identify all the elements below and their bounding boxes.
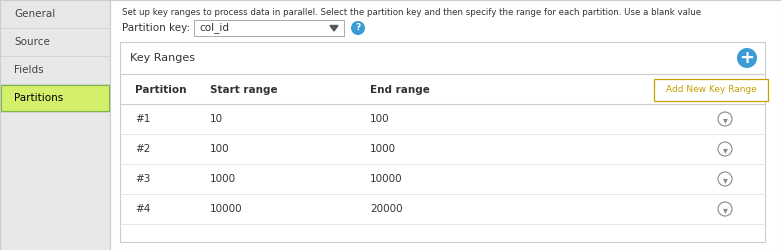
Text: Add New Key Range: Add New Key Range <box>665 86 757 94</box>
Text: #4: #4 <box>135 204 151 214</box>
Text: Start range: Start range <box>210 85 277 95</box>
Text: Source: Source <box>14 37 50 47</box>
Bar <box>194 20 344 36</box>
Text: End range: End range <box>370 85 430 95</box>
Text: Key Ranges: Key Ranges <box>130 53 195 63</box>
Text: 1000: 1000 <box>210 174 236 184</box>
Polygon shape <box>330 26 338 31</box>
Bar <box>1 85 109 111</box>
Text: ▾: ▾ <box>722 175 727 185</box>
Text: Partition: Partition <box>135 85 187 95</box>
Bar <box>120 42 765 242</box>
Text: Partition key:: Partition key: <box>122 23 190 33</box>
Bar <box>110 0 781 250</box>
Text: #2: #2 <box>135 144 151 154</box>
Text: ?: ? <box>355 24 361 32</box>
Circle shape <box>737 48 757 68</box>
Text: 100: 100 <box>370 114 390 124</box>
Text: col_id: col_id <box>199 22 229 34</box>
Text: 20000: 20000 <box>370 204 403 214</box>
Text: 1000: 1000 <box>370 144 396 154</box>
Text: Set up key ranges to process data in parallel. Select the partition key and then: Set up key ranges to process data in par… <box>122 8 701 17</box>
Text: #1: #1 <box>135 114 151 124</box>
Text: 10000: 10000 <box>210 204 243 214</box>
Text: 10: 10 <box>210 114 223 124</box>
Text: ▾: ▾ <box>722 205 727 215</box>
Text: 100: 100 <box>210 144 230 154</box>
Text: Fields: Fields <box>14 65 44 75</box>
Text: ▾: ▾ <box>722 145 727 155</box>
Bar <box>0 0 110 250</box>
Text: +: + <box>740 49 754 67</box>
FancyBboxPatch shape <box>654 79 768 101</box>
Text: 10000: 10000 <box>370 174 403 184</box>
Circle shape <box>351 21 365 35</box>
Text: ▾: ▾ <box>722 115 727 125</box>
Text: Partitions: Partitions <box>14 93 63 103</box>
Text: #3: #3 <box>135 174 151 184</box>
Text: General: General <box>14 9 55 19</box>
